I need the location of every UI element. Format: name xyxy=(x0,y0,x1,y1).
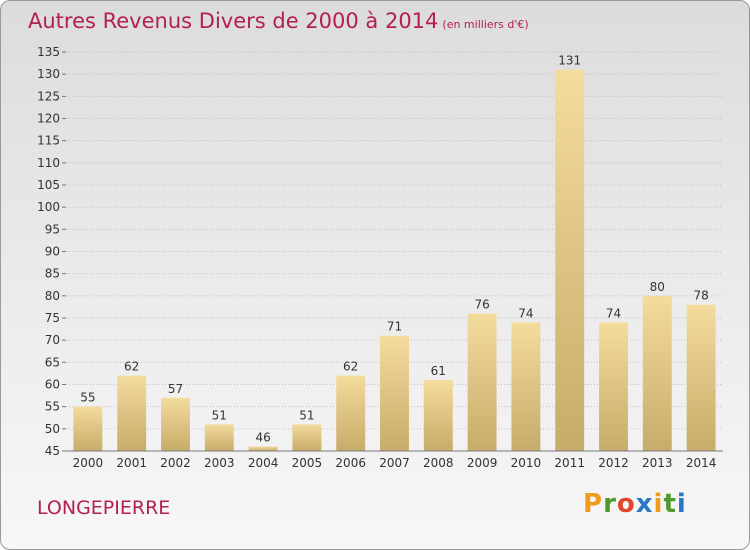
chart-title-unit: (en milliers d'€) xyxy=(442,18,529,31)
data-label-2010: 74 xyxy=(518,306,533,320)
data-label-2002: 57 xyxy=(168,382,183,396)
bar-2007 xyxy=(380,335,409,451)
data-label-2004: 46 xyxy=(255,431,270,445)
bar-2010 xyxy=(511,322,541,451)
x-tick-label: 2013 xyxy=(642,456,673,470)
data-label-2009: 76 xyxy=(474,298,489,312)
bar-2011 xyxy=(555,69,585,451)
chart-title-main: Autres Revenus Divers de 2000 à 2014 xyxy=(28,9,439,33)
x-tick-label: 2011 xyxy=(554,456,585,470)
logo-letter: o xyxy=(616,489,636,519)
y-axis-ticks: 45 50 55 60 65 70 75 80 85 90 95 100 105 110 115 120 125… xyxy=(37,45,66,458)
data-label-2012: 74 xyxy=(606,306,621,320)
logo-letter: x xyxy=(635,489,654,519)
x-tick-label: 2014 xyxy=(686,456,717,470)
data-label-2008: 61 xyxy=(431,364,446,378)
y-tick-label: 115 xyxy=(37,134,60,148)
x-tick-label: 2003 xyxy=(204,456,235,470)
data-label-2003: 51 xyxy=(212,408,227,422)
x-tick-label: 2004 xyxy=(248,456,279,470)
y-tick-label: 100 xyxy=(37,200,60,214)
bar-2005 xyxy=(292,424,322,451)
chart-title: Autres Revenus Divers de 2000 à 2014 (en … xyxy=(28,9,529,33)
location-name: LONGEPIERRE xyxy=(37,497,171,519)
y-tick-label: 65 xyxy=(45,355,60,369)
y-tick-label: 50 xyxy=(45,422,60,436)
y-tick-label: 105 xyxy=(37,178,60,192)
y-tick-label: 110 xyxy=(37,156,60,170)
logo-letter: P xyxy=(583,489,604,519)
data-label-2001: 62 xyxy=(124,360,139,374)
x-tick-label: 2002 xyxy=(160,456,191,470)
bar-2014 xyxy=(686,304,716,451)
y-tick-label: 45 xyxy=(45,444,60,458)
data-label-2007: 71 xyxy=(387,320,402,334)
x-tick-label: 2009 xyxy=(467,456,498,470)
bar-2006 xyxy=(336,375,366,451)
bar-2008 xyxy=(423,380,453,451)
data-label-2006: 62 xyxy=(343,360,358,374)
bar-2002 xyxy=(161,397,190,451)
data-labels: 55 62 57 51 46 51 62 71 61 76 74 131 74 80 78 xyxy=(80,54,708,445)
logo-letter: i xyxy=(676,489,687,519)
x-tick-label: 2010 xyxy=(511,456,542,470)
bar-2004 xyxy=(248,446,278,451)
y-tick-label: 120 xyxy=(37,112,60,126)
x-tick-label: 2006 xyxy=(335,456,366,470)
y-tick-label: 135 xyxy=(37,45,60,59)
bars xyxy=(73,69,716,451)
x-axis-ticks: 2000 2001 2002 2003 2004 2005 2006 2007 2008 2009… xyxy=(73,456,717,470)
bar-2013 xyxy=(642,295,672,451)
x-tick-label: 2000 xyxy=(73,456,104,470)
y-tick-label: 75 xyxy=(45,311,60,325)
bar-2003 xyxy=(204,424,234,451)
y-tick-label: 85 xyxy=(45,267,60,281)
x-tick-label: 2005 xyxy=(292,456,323,470)
data-label-2000: 55 xyxy=(80,391,95,405)
data-label-2011: 131 xyxy=(558,54,581,68)
x-tick-label: 2001 xyxy=(116,456,147,470)
y-tick-label: 55 xyxy=(45,400,60,414)
proxiti-logo: Proxiti xyxy=(583,489,687,519)
bar-2000 xyxy=(73,406,103,451)
y-tick-label: 90 xyxy=(45,245,60,259)
data-label-2005: 51 xyxy=(299,408,314,422)
bar-2012 xyxy=(599,322,628,451)
y-tick-label: 95 xyxy=(45,222,60,236)
y-tick-label: 70 xyxy=(45,333,60,347)
bar-2009 xyxy=(467,313,497,451)
logo-letter: t xyxy=(663,489,677,519)
bar-2001 xyxy=(117,375,147,451)
y-tick-label: 80 xyxy=(45,289,60,303)
logo-letter: r xyxy=(603,489,617,519)
y-tick-label: 60 xyxy=(45,378,60,392)
x-tick-label: 2008 xyxy=(423,456,454,470)
y-tick-label: 125 xyxy=(37,89,60,103)
x-tick-label: 2007 xyxy=(379,456,410,470)
x-tick-label: 2012 xyxy=(598,456,629,470)
y-tick-label: 130 xyxy=(37,67,60,81)
data-label-2014: 78 xyxy=(693,289,708,303)
data-label-2013: 80 xyxy=(650,280,665,294)
logo-letter: i xyxy=(653,489,664,519)
